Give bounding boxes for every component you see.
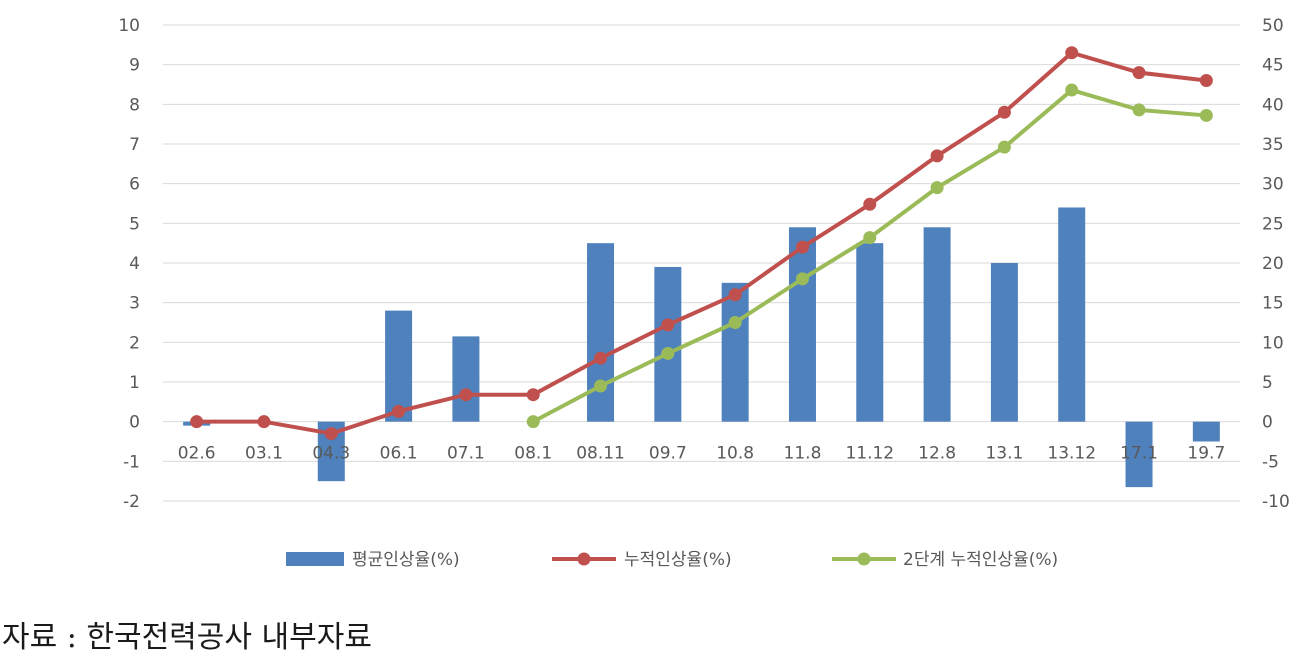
category-label: 13.1 [985, 444, 1023, 464]
series-point [526, 415, 540, 429]
series-point [863, 231, 877, 245]
series-point [1065, 46, 1079, 60]
bar [990, 263, 1018, 422]
legend-label: 2단계 누적인상율(%) [903, 550, 1058, 570]
legend-swatch-bar [286, 552, 344, 566]
series-point [728, 316, 742, 329]
category-label: 06.1 [380, 444, 418, 464]
category-label: 08.11 [576, 444, 625, 464]
series-point [930, 181, 944, 195]
right-tick-label: 40 [1262, 95, 1284, 115]
category-label: 03.1 [245, 444, 283, 464]
category-label: 07.1 [447, 444, 485, 464]
right-tick-label: 25 [1262, 214, 1284, 234]
series-point [257, 415, 271, 429]
series-point [190, 415, 204, 429]
left-tick-label: -1 [123, 452, 140, 472]
right-tick-label: 5 [1262, 373, 1273, 393]
series-point [1199, 108, 1213, 122]
left-tick-label: 5 [129, 214, 140, 234]
category-label: 11.8 [784, 444, 822, 464]
right-tick-label: 45 [1262, 56, 1284, 76]
legend: 평균인상율(%) 누적인상율(%) 2단계 누적인상율(%) [286, 550, 1058, 570]
series-point [594, 379, 608, 393]
legend-label: 평균인상율(%) [352, 550, 460, 570]
series-line [196, 50, 1207, 436]
legend-swatch-marker [577, 552, 591, 566]
right-axis-ticks: -10 -5 0 5 10 15 20 25 30 35 40 45 50 [1262, 16, 1290, 512]
series-point [661, 318, 675, 332]
series-point [1132, 103, 1146, 117]
left-tick-label: 4 [129, 254, 140, 274]
category-label: 10.8 [716, 444, 754, 464]
left-tick-label: 6 [129, 175, 140, 195]
series-point [863, 197, 877, 211]
category-label: 02.6 [178, 444, 216, 464]
bar [721, 282, 749, 422]
series-point [1199, 74, 1213, 88]
bar [452, 336, 480, 422]
bar [654, 266, 682, 422]
left-axis-ticks: -2 -1 0 1 2 3 4 5 6 7 8 9 10 [118, 16, 140, 512]
right-tick-label: 20 [1262, 254, 1284, 274]
right-tick-label: 15 [1262, 294, 1284, 314]
series-point [594, 351, 608, 365]
category-labels: 02.6 03.1 04.3 06.1 07.1 08.1 08.11 09.7 10.8 11.… [178, 444, 1226, 464]
series-point [459, 388, 473, 402]
left-tick-label: -2 [123, 492, 140, 512]
right-tick-label: 0 [1262, 413, 1273, 433]
left-tick-label: 10 [118, 16, 140, 36]
right-tick-label: 50 [1262, 16, 1284, 36]
category-label: 17.1 [1120, 444, 1158, 464]
series-point [930, 149, 944, 163]
left-tick-label: 7 [129, 135, 140, 155]
category-label: 09.7 [649, 444, 687, 464]
series-point [1065, 83, 1079, 97]
left-tick-label: 3 [129, 294, 140, 314]
category-label: 12.8 [918, 444, 956, 464]
series-point [728, 288, 742, 302]
bar [587, 243, 615, 422]
series-point [795, 240, 809, 254]
bar [1125, 421, 1153, 488]
legend-swatch-marker [857, 552, 871, 566]
category-label: 04.3 [312, 444, 350, 464]
left-tick-label: 8 [129, 95, 140, 115]
source-note: 자료 : 한국전력공사 내부자료 [2, 620, 372, 655]
category-label: 13.12 [1047, 444, 1096, 464]
bar [1192, 421, 1220, 442]
series-point [997, 105, 1011, 119]
bar [923, 227, 951, 422]
line-series [190, 46, 1213, 441]
left-tick-label: 2 [129, 333, 140, 353]
category-label: 08.1 [514, 444, 552, 464]
right-tick-label: 35 [1262, 135, 1284, 155]
category-label: 11.12 [845, 444, 894, 464]
bar [385, 310, 413, 422]
bar-series [183, 207, 1220, 488]
bar [856, 243, 884, 422]
right-tick-label: -10 [1262, 492, 1290, 512]
bar [1058, 207, 1086, 422]
series-point [392, 404, 406, 418]
legend-label: 누적인상율(%) [624, 550, 732, 570]
left-tick-label: 9 [129, 56, 140, 76]
right-tick-label: -5 [1262, 452, 1279, 472]
bar [788, 227, 816, 422]
series-point [1132, 66, 1146, 80]
series-point [526, 388, 540, 402]
category-label: 19.7 [1187, 444, 1225, 464]
left-tick-label: 1 [129, 373, 140, 393]
left-tick-label: 0 [129, 413, 140, 433]
series-point [324, 427, 338, 441]
right-tick-label: 10 [1262, 333, 1284, 353]
series-point [795, 272, 809, 286]
series-point [661, 346, 675, 360]
right-tick-label: 30 [1262, 175, 1284, 195]
series-point [997, 140, 1011, 154]
